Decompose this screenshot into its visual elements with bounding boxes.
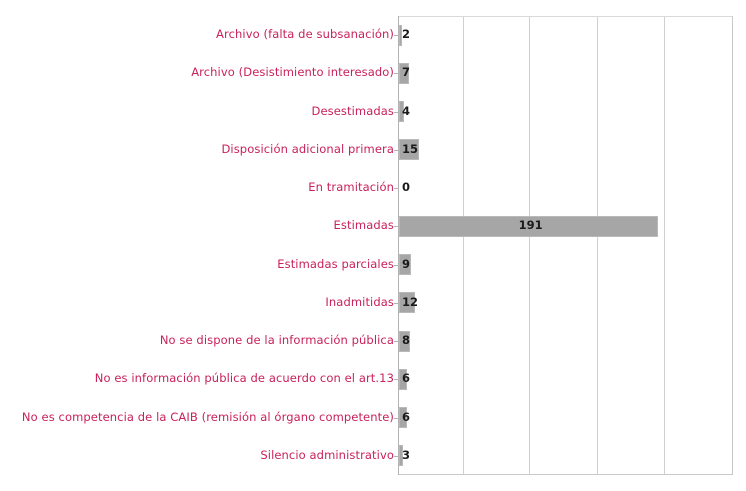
- category-label: Disposición adicional primera: [221, 141, 394, 156]
- axis-tick: [394, 73, 399, 75]
- category-label: Archivo (Desistimiento interesado): [191, 65, 394, 80]
- bar-value-label: 2: [402, 27, 411, 42]
- bar-value-label: 9: [402, 256, 411, 271]
- category-label: No es competencia de la CAIB (remisión a…: [21, 409, 394, 424]
- axis-tick: [394, 264, 399, 266]
- bar-row[interactable]: Estimadas parciales 9: [0, 246, 746, 284]
- bar-row[interactable]: Silencio administrativo 3: [0, 437, 746, 475]
- gridline: [463, 17, 464, 474]
- bar-row[interactable]: Disposición adicional primera 15: [0, 131, 746, 169]
- category-label: En tramitación: [308, 180, 394, 195]
- gridline: [597, 17, 598, 474]
- gridline: [664, 17, 665, 474]
- category-label: No es información pública de acuerdo con…: [94, 371, 394, 386]
- axis-tick: [394, 226, 399, 228]
- bar[interactable]: [399, 254, 412, 276]
- axis-tick: [394, 417, 399, 419]
- bar[interactable]: [399, 407, 408, 429]
- y-axis-line: [398, 16, 399, 475]
- axis-tick: [394, 111, 399, 113]
- bar-row[interactable]: Archivo (falta de subsanación) 2: [0, 16, 746, 54]
- bar-row[interactable]: No es información pública de acuerdo con…: [0, 360, 746, 398]
- axis-tick: [394, 302, 399, 304]
- bar[interactable]: [399, 62, 409, 84]
- bar[interactable]: [399, 139, 420, 161]
- category-label: Archivo (falta de subsanación): [216, 27, 394, 42]
- bar[interactable]: [399, 215, 659, 237]
- bar-value-label: 4: [402, 103, 411, 118]
- axis-tick: [394, 149, 399, 151]
- gridline: [529, 17, 530, 474]
- bar-value-label: 15: [402, 141, 419, 156]
- bar-row[interactable]: Desestimadas 4: [0, 93, 746, 131]
- category-label: Estimadas parciales: [277, 256, 394, 271]
- axis-tick: [394, 455, 399, 457]
- bar-value-label: 8: [402, 333, 411, 348]
- bar-value-label: 6: [402, 409, 411, 424]
- axis-tick: [394, 35, 399, 37]
- category-label: Estimadas: [333, 218, 394, 233]
- bar-row[interactable]: No es competencia de la CAIB (remisión a…: [0, 399, 746, 437]
- bar-value-label: 0: [402, 180, 411, 195]
- bar[interactable]: [399, 330, 410, 352]
- bar-row[interactable]: En tramitación 0: [0, 169, 746, 207]
- bar-row[interactable]: Estimadas 191: [0, 207, 746, 245]
- bar-row[interactable]: Inadmitidas 12: [0, 284, 746, 322]
- axis-tick: [394, 341, 399, 343]
- category-label: Inadmitidas: [325, 294, 394, 309]
- bar[interactable]: [399, 292, 416, 314]
- axis-tick: [394, 188, 399, 190]
- bar-value-label: 7: [402, 65, 411, 80]
- bar-rows: Archivo (falta de subsanación) 2 Archivo (…: [0, 16, 746, 475]
- axis-tick: [394, 379, 399, 381]
- bar-row[interactable]: No se dispone de la información pública 8: [0, 322, 746, 360]
- bar[interactable]: [399, 101, 405, 123]
- category-label: No se dispone de la información pública: [159, 333, 394, 348]
- category-label: Silencio administrativo: [260, 447, 394, 462]
- bar[interactable]: [399, 368, 408, 390]
- bar[interactable]: [399, 24, 402, 46]
- bar-value-label: 191: [518, 218, 543, 233]
- bar-value-label: 3: [402, 447, 411, 462]
- category-label: Desestimadas: [311, 103, 394, 118]
- bar[interactable]: [399, 445, 404, 467]
- bar-row[interactable]: Archivo (Desistimiento interesado) 7: [0, 54, 746, 92]
- plot-area: [398, 16, 733, 475]
- bar-value-label: 6: [402, 371, 411, 386]
- bar-value-label: 12: [402, 294, 419, 309]
